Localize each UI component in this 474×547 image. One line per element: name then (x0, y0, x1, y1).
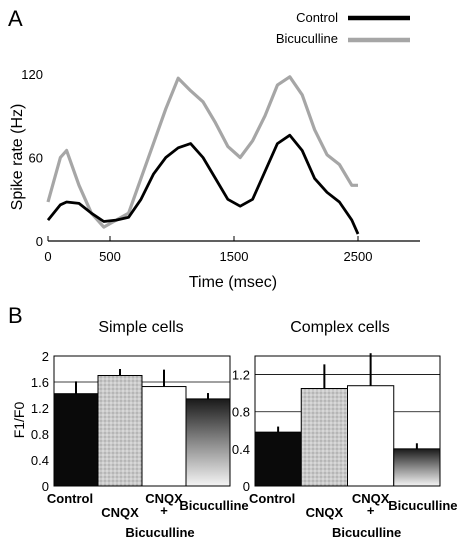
y-tick-label: 0 (42, 479, 49, 494)
chart-title-complex: Complex cells (290, 319, 390, 336)
x-axis-label: Time (msec) (189, 274, 277, 291)
y-axis-label: Spike rate (Hz) (9, 104, 26, 211)
y-tick-label: 0.4 (31, 453, 49, 468)
x-tick-label: 0 (44, 249, 51, 264)
series-line-control (46, 133, 360, 235)
y-tick-label: 1.2 (31, 401, 49, 416)
y-tick-label: 0 (36, 234, 43, 249)
category-label: Control (47, 491, 93, 506)
bar (141, 386, 187, 487)
y-tick-label: 2 (42, 349, 49, 364)
bar (393, 448, 441, 487)
y-tick-label: 60 (29, 151, 43, 166)
category-label: Bicuculline (125, 525, 194, 540)
y-tick-label: 1.6 (31, 375, 49, 390)
line-chart: Control Bicuculline 0 500 1500 2500 0 60 120 T… (9, 10, 420, 291)
bar (300, 388, 348, 487)
category-label: Bicuculline (388, 498, 457, 513)
y-tick-label: 0.8 (31, 427, 49, 442)
x-tick-label: 500 (99, 249, 121, 264)
category-label: CNQX (306, 505, 344, 520)
category-label: CNQX (352, 491, 390, 506)
bar (254, 431, 302, 487)
panel-b-label: B (8, 303, 23, 328)
tick-group: 0 500 1500 2500 0 60 120 (21, 67, 372, 264)
legend-label-bicuculline: Bicuculline (276, 31, 338, 46)
chart-title-simple: Simple cells (98, 319, 183, 336)
bar (185, 398, 231, 487)
legend-label-control: Control (296, 10, 338, 25)
y-tick-label: 0.8 (232, 405, 250, 420)
y-axis-label-simple: F1/F0 (11, 402, 27, 439)
bar (97, 375, 143, 487)
series-line-bicuculline (46, 75, 358, 229)
y-tick-label: 0 (243, 479, 250, 494)
x-tick-label: 2500 (344, 249, 373, 264)
y-tick-label: 1.2 (232, 368, 250, 383)
x-tick-label: 1500 (220, 249, 249, 264)
category-label: Control (249, 491, 295, 506)
category-label: CNQX (101, 505, 139, 520)
bar-chart-simple-cells: Simple cells F1/F0 0 0.4 0.8 1.2 1.6 2 Control… (11, 319, 249, 540)
bar-chart-complex-cells: Complex cells 00.40.81.2ControlCNQXCNQX+… (232, 319, 458, 540)
category-label: Bicuculline (332, 525, 401, 540)
y-tick-label: 120 (21, 67, 43, 82)
category-label: + (160, 503, 168, 518)
category-label: + (367, 503, 375, 518)
y-tick-label: 0.4 (232, 442, 250, 457)
bar (347, 385, 395, 487)
category-label: Bicuculline (179, 498, 248, 513)
bar (53, 393, 99, 487)
series-group (46, 75, 360, 235)
category-label: CNQX (145, 491, 183, 506)
panel-a-label: A (8, 6, 23, 31)
chart-legend: Control Bicuculline (276, 10, 410, 46)
